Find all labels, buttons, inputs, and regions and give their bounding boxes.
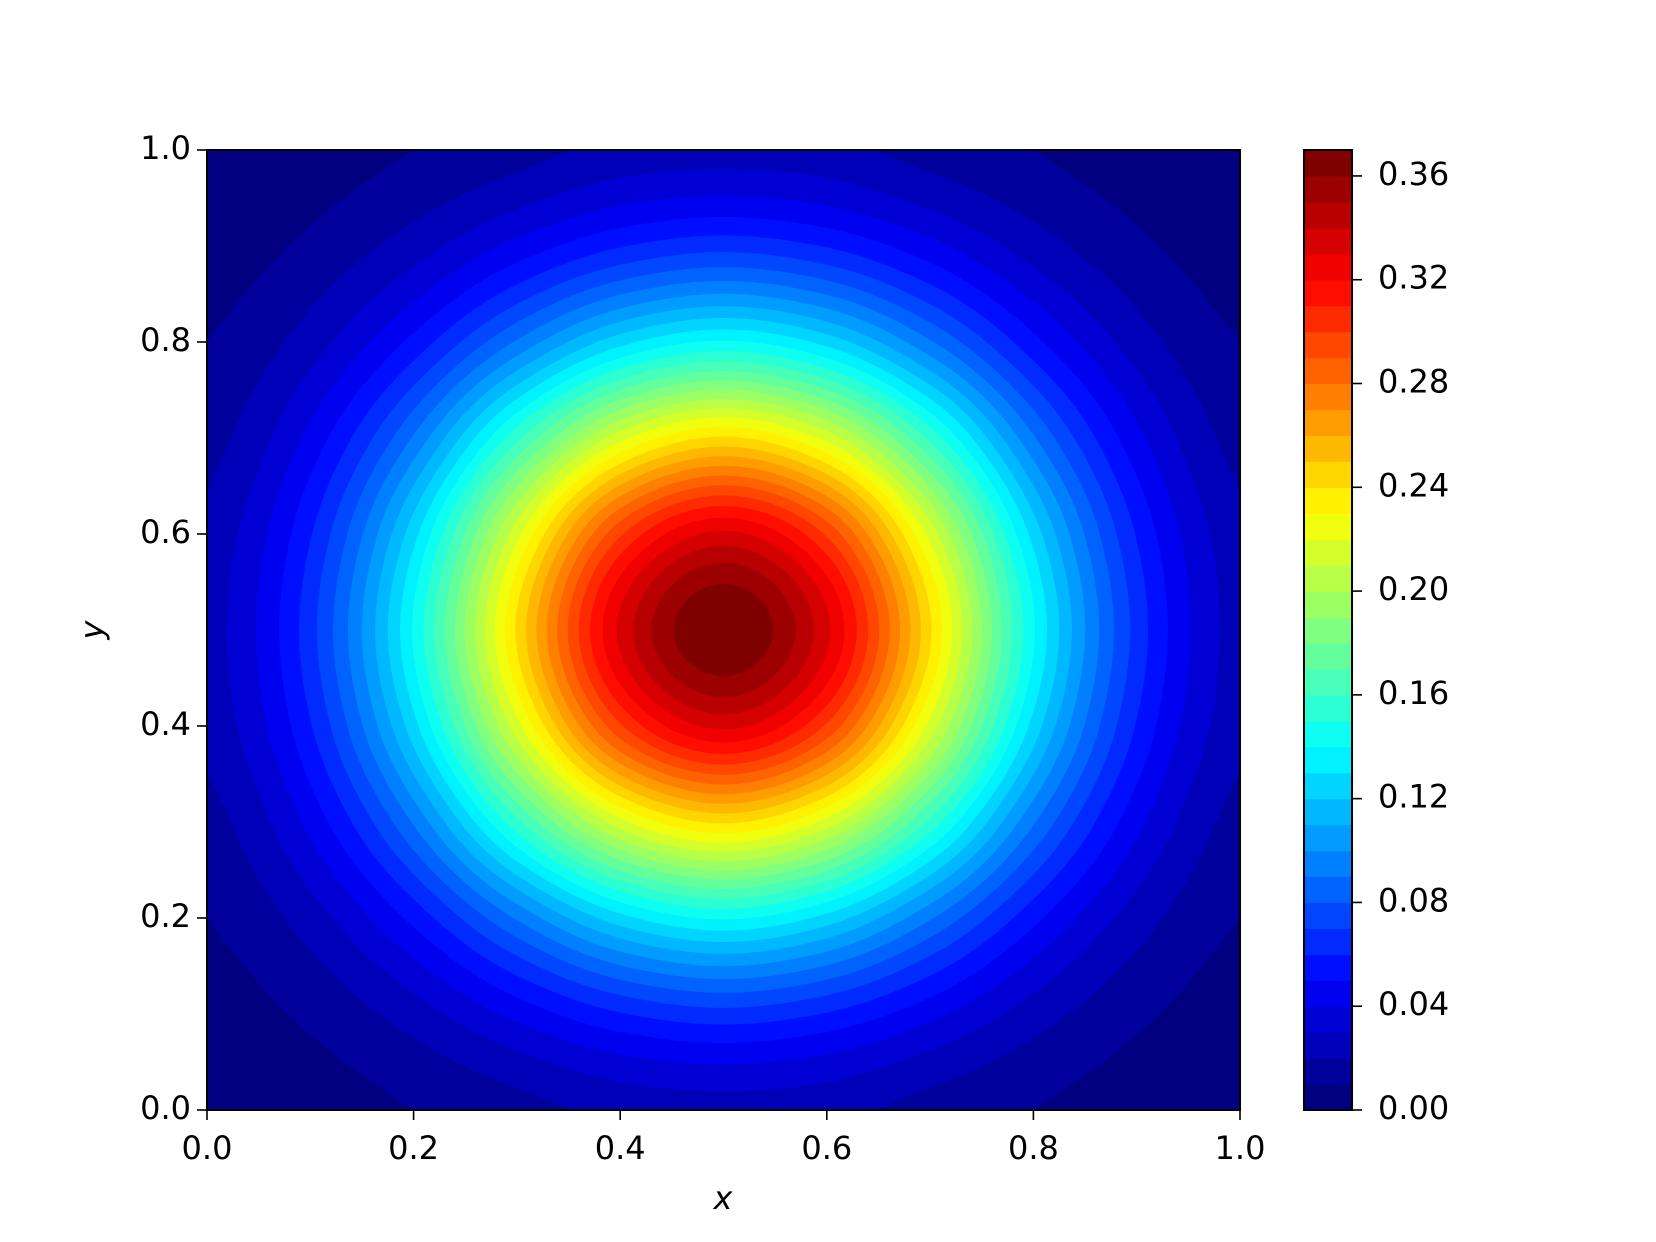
colorbar-band	[1304, 409, 1352, 437]
y-tick-label: 0.8	[140, 321, 191, 359]
x-axis-label: x	[713, 1179, 734, 1217]
colorbar-tick-label: 0.20	[1378, 570, 1449, 608]
x-tick-label: 0.8	[1008, 1129, 1059, 1167]
colorbar-tick-label: 0.16	[1378, 674, 1449, 712]
colorbar-band	[1304, 1006, 1352, 1033]
colorbar-band	[1304, 279, 1352, 307]
colorbar-band	[1304, 798, 1352, 826]
colorbar-band	[1304, 928, 1352, 955]
x-tick-label: 1.0	[1215, 1129, 1266, 1167]
colorbar-band	[1304, 876, 1352, 904]
colorbar-band	[1304, 175, 1352, 203]
colorbar-band	[1304, 694, 1352, 722]
colorbar-tick-label: 0.08	[1378, 881, 1449, 919]
colorbar-band	[1304, 227, 1352, 255]
plot-frame	[206, 149, 1241, 1111]
colorbar-band	[1304, 565, 1352, 592]
colorbar-band	[1304, 150, 1352, 177]
colorbar-band	[1304, 539, 1352, 566]
colorbar-band	[1304, 902, 1352, 929]
colorbar-band	[1304, 772, 1352, 800]
colorbar-band	[1304, 435, 1352, 462]
colorbar-band	[1304, 357, 1352, 385]
x-tick-label: 0.6	[801, 1129, 852, 1167]
colorbar-tick-label: 0.12	[1378, 778, 1449, 816]
colorbar-band	[1304, 305, 1352, 333]
colorbar-band	[1304, 642, 1352, 670]
x-tick-label: 0.2	[388, 1129, 439, 1167]
colorbar-band	[1304, 331, 1352, 359]
colorbar-band	[1304, 591, 1352, 618]
y-axis-label: y	[73, 619, 111, 640]
x-tick-label: 0.0	[182, 1129, 233, 1167]
colorbar-band	[1304, 1058, 1352, 1085]
colorbar-tick-label: 0.32	[1378, 259, 1449, 297]
x-tick-label: 0.4	[595, 1129, 646, 1167]
colorbar-band	[1304, 253, 1352, 281]
colorbar-band	[1304, 668, 1352, 696]
colorbar-band	[1304, 980, 1352, 1007]
colorbar-band	[1304, 954, 1352, 981]
colorbar-tick-label: 0.28	[1378, 363, 1449, 401]
y-tick-label: 1.0	[140, 129, 191, 167]
colorbar-band	[1304, 1084, 1352, 1111]
colorbar-tick-label: 0.36	[1378, 155, 1449, 193]
y-tick-label: 0.6	[140, 513, 191, 551]
contour-band	[673, 583, 774, 677]
y-tick-label: 0.0	[140, 1089, 191, 1127]
y-tick-label: 0.2	[140, 897, 191, 935]
colorbar-tick-label: 0.00	[1378, 1089, 1449, 1127]
colorbar-band	[1304, 746, 1352, 774]
colorbar-band	[1304, 824, 1352, 852]
colorbar-band	[1304, 383, 1352, 411]
colorbar-tick-label: 0.24	[1378, 466, 1449, 504]
contour-plot	[207, 150, 1240, 1110]
y-tick-label: 0.4	[140, 705, 191, 743]
colorbar-band	[1304, 487, 1352, 514]
colorbar-tick-label: 0.04	[1378, 985, 1449, 1023]
colorbar-band	[1304, 513, 1352, 540]
colorbar-band	[1304, 617, 1352, 644]
colorbar-band	[1304, 720, 1352, 748]
colorbar-band	[1304, 201, 1352, 229]
colorbar-band	[1304, 850, 1352, 878]
colorbar-frame	[1303, 149, 1353, 1111]
colorbar-band	[1304, 461, 1352, 488]
colorbar-band	[1304, 1032, 1352, 1059]
